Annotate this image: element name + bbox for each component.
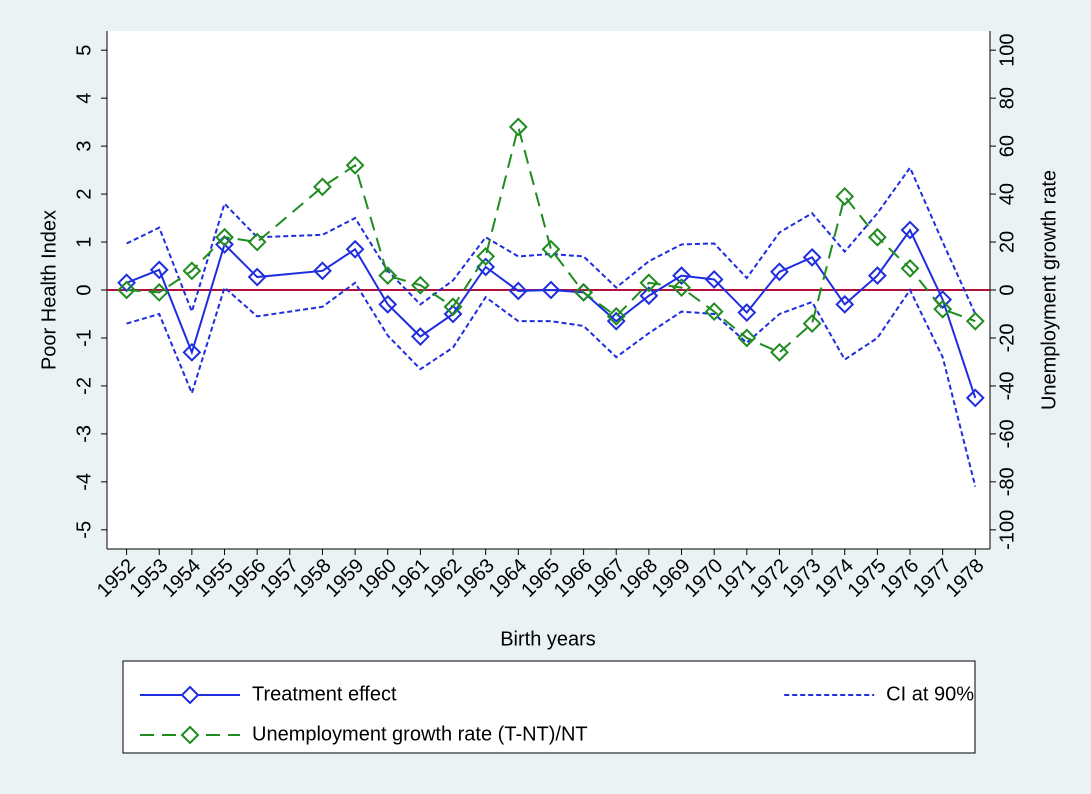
legend (122, 660, 976, 754)
marker (770, 342, 789, 362)
y2-tick-label: 40 (996, 183, 1018, 205)
y2-tick-label: -60 (996, 419, 1018, 448)
marker (508, 117, 528, 137)
y-tick-label: -1 (73, 329, 95, 347)
y2-tick-label: 60 (996, 135, 1018, 157)
y2-axis-title: Unemployment growth rate (1038, 170, 1060, 410)
y-tick-label: -3 (73, 425, 95, 443)
y-tick-label: 5 (73, 45, 95, 56)
marker (900, 220, 920, 240)
marker (247, 267, 267, 287)
marker (704, 302, 724, 321)
marker (737, 328, 757, 348)
marker (247, 232, 267, 252)
marker (215, 227, 234, 247)
marker (182, 342, 202, 362)
y2-tick-label: -20 (996, 324, 1018, 353)
marker (737, 303, 757, 322)
marker (574, 282, 594, 302)
marker (117, 280, 137, 300)
y-tick-label: -2 (73, 377, 95, 395)
marker (345, 155, 365, 175)
legend-label: CI at 90% (886, 683, 974, 705)
y-tick-label: -5 (73, 521, 95, 539)
y-tick-label: -4 (73, 473, 95, 491)
marker (802, 247, 822, 267)
series-line (126, 228, 977, 399)
y-tick-label: 1 (73, 236, 95, 247)
y2-tick-label: 100 (996, 33, 1018, 66)
y-tick-label: 4 (73, 93, 95, 104)
legend-label: Unemployment growth rate (T-NT)/NT (252, 723, 588, 745)
series-line (126, 165, 977, 315)
marker (378, 266, 398, 286)
marker (443, 304, 463, 324)
marker (867, 266, 887, 286)
marker (965, 311, 985, 331)
y2-tick-label: -40 (996, 371, 1018, 400)
marker (672, 278, 691, 298)
y2-tick-label: 0 (996, 284, 1018, 295)
y2-tick-label: 80 (996, 87, 1018, 109)
marker (149, 282, 169, 302)
marker (149, 260, 169, 280)
marker (345, 239, 365, 259)
y-axis-title: Poor Health Index (38, 210, 60, 370)
y-tick-label: 0 (73, 284, 95, 295)
marker (182, 261, 202, 281)
marker (770, 262, 789, 282)
marker (313, 261, 332, 281)
marker (933, 299, 953, 319)
legend-label: Treatment effect (252, 683, 397, 705)
marker (443, 297, 463, 317)
legend-marker (180, 685, 200, 705)
marker (672, 266, 691, 286)
marker (378, 294, 398, 314)
marker (704, 270, 724, 289)
y2-tick-label: -80 (996, 467, 1018, 496)
marker (835, 294, 855, 314)
marker (639, 286, 659, 306)
marker (867, 227, 887, 247)
marker (802, 314, 822, 333)
y2-tick-label: -100 (996, 510, 1018, 550)
marker (606, 306, 626, 326)
marker (410, 275, 430, 295)
marker (639, 273, 659, 293)
marker (410, 327, 430, 346)
y-tick-label: 3 (73, 141, 95, 152)
marker (933, 290, 953, 310)
marker (541, 280, 561, 300)
marker (541, 239, 561, 259)
x-axis-title: Birth years (500, 628, 596, 650)
marker (965, 388, 985, 408)
marker (835, 187, 855, 206)
marker (900, 259, 920, 278)
marker (508, 281, 528, 301)
marker (476, 247, 496, 266)
legend-marker (180, 725, 200, 745)
marker (313, 177, 332, 197)
y2-tick-label: 20 (996, 231, 1018, 253)
y-tick-label: 2 (73, 189, 95, 200)
series-line (126, 122, 976, 354)
series-line (126, 281, 977, 487)
